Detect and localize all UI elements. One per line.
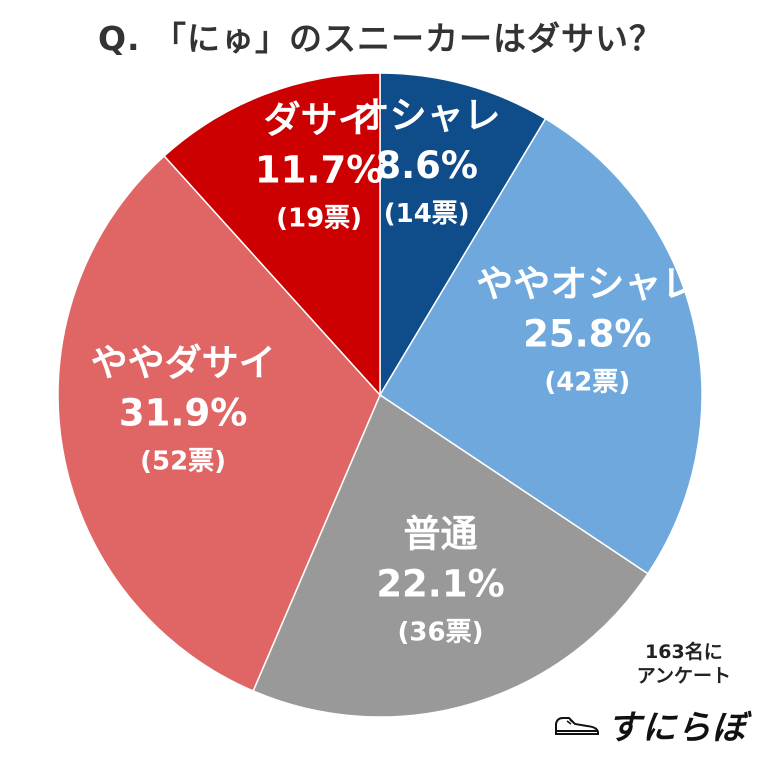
slice-label-name: 普通 <box>404 513 478 556</box>
slice-label-votes: (36票) <box>398 618 484 648</box>
pie-slice <box>252 393 649 718</box>
slice-label-name: ややオシャレ <box>476 262 698 305</box>
pie-slice <box>57 154 381 692</box>
pie-slice <box>163 72 381 397</box>
slice-label-percent: 25.8% <box>523 312 651 355</box>
slice-label-votes: (52票) <box>140 447 226 477</box>
slice-label-name: ダサイ <box>264 99 375 142</box>
pie-slice <box>379 72 547 398</box>
slice-label-votes: (14票) <box>384 199 470 229</box>
slice-label-percent: 8.6% <box>375 144 478 187</box>
chart-title: Q. 「にゅ」のスニーカーはダサい？ <box>97 19 664 58</box>
brand-logo: すにらぼ <box>553 700 747 749</box>
slice-label-votes: (42票) <box>544 367 630 397</box>
slice-label-percent: 31.9% <box>119 392 247 435</box>
respondent-note: 163名に アンケート <box>637 640 731 688</box>
brand-name: すにらぼ <box>607 708 747 748</box>
sneaker-icon <box>555 716 599 735</box>
respondent-count: 163名に <box>645 641 723 663</box>
slice-label-percent: 11.7% <box>255 149 383 192</box>
slice-label-votes: (19票) <box>276 204 362 234</box>
slice-label-name: オシャレ <box>353 94 501 137</box>
slice-label-name: ややダサイ <box>91 342 276 385</box>
pie-slice <box>378 117 703 575</box>
respondent-caption: アンケート <box>636 665 731 687</box>
slice-label-percent: 22.1% <box>376 563 504 606</box>
